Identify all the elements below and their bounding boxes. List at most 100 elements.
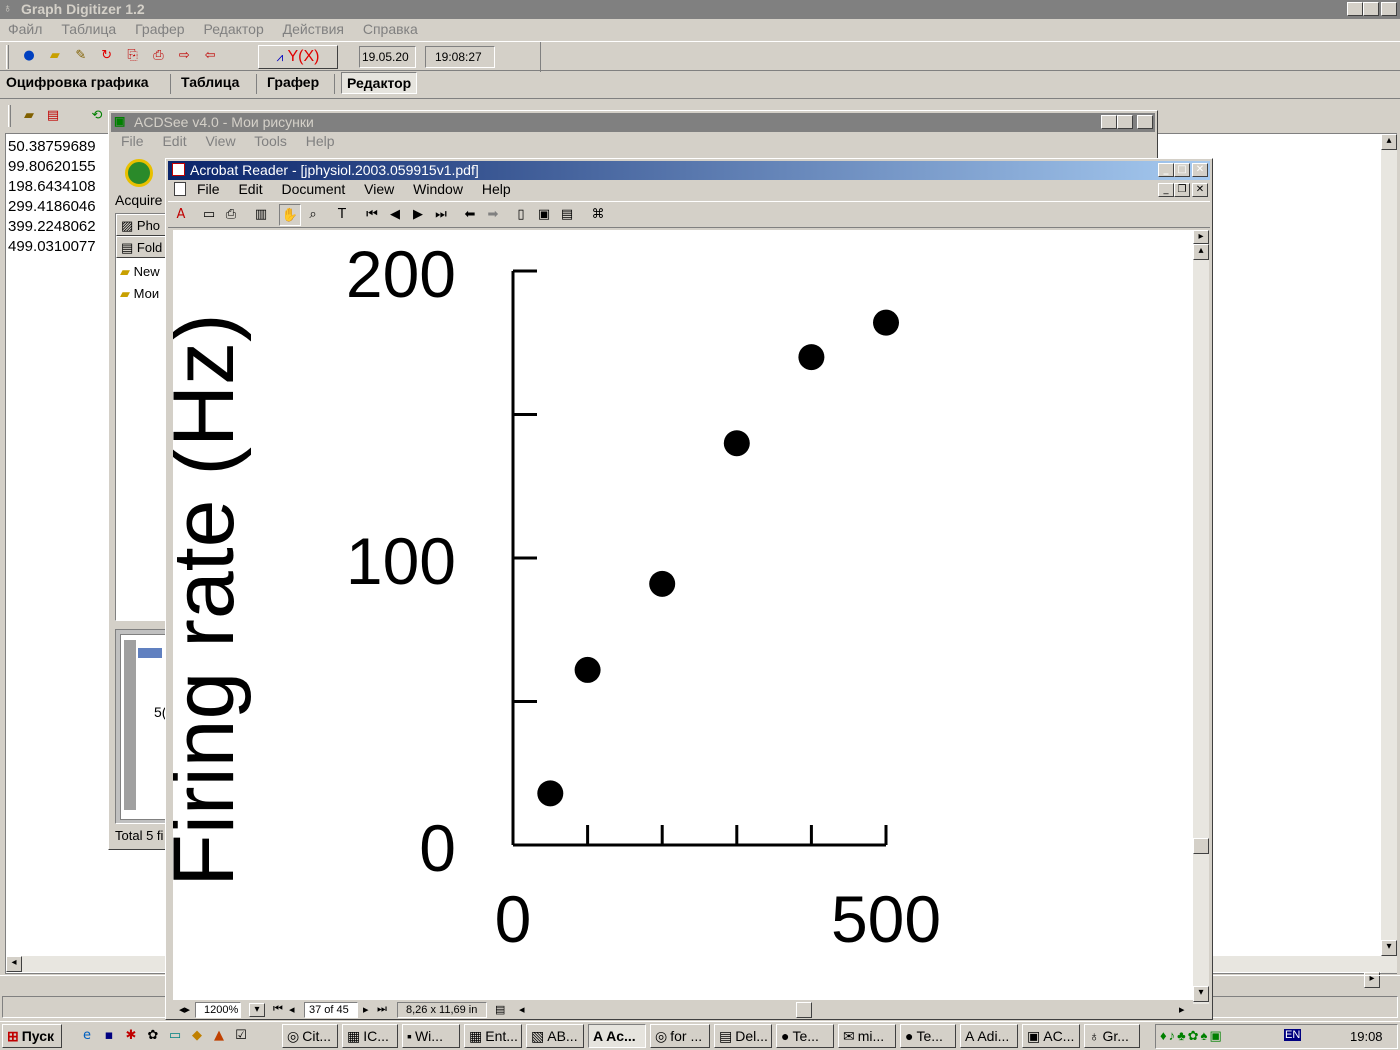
first-page-icon[interactable]: ⏮ xyxy=(366,207,378,222)
document-view[interactable]: 0 100 200 0 500 Firing rate (Hz) xyxy=(173,230,1193,1000)
scroll-up-button[interactable]: ▴ xyxy=(1193,244,1209,260)
tree-tab-photos[interactable]: ▨ Pho xyxy=(116,214,166,236)
taskbar-button[interactable]: ▣ AC... xyxy=(1022,1024,1080,1048)
acdsee-menu-tools[interactable]: Tools xyxy=(254,133,287,149)
fit-page-icon[interactable]: ▣ xyxy=(537,207,551,222)
menu-table[interactable]: Таблица xyxy=(61,21,117,37)
save-file-icon[interactable]: ▤ xyxy=(46,108,60,123)
go-back-icon[interactable]: ⬅ xyxy=(464,207,476,222)
globe-icon[interactable]: ● xyxy=(23,48,35,63)
acrobat-menu-help[interactable]: Help xyxy=(481,181,511,197)
save-icon[interactable]: ▪ xyxy=(104,1028,114,1043)
open-file-icon[interactable]: ▰ xyxy=(24,108,34,123)
tree-tab-folders[interactable]: ▤ Fold xyxy=(116,236,166,258)
acrobat-menu-file[interactable]: File xyxy=(197,181,220,197)
restore-button[interactable]: ❐ xyxy=(1363,2,1379,16)
find-icon[interactable]: ⌘ xyxy=(591,207,605,222)
taskbar-button[interactable]: ▦ IC... xyxy=(342,1024,398,1048)
acdsee-maximize-button[interactable]: □ xyxy=(1117,115,1133,129)
acrobat-menu-document[interactable]: Document xyxy=(281,181,346,197)
scroll-right-button[interactable]: ▸ xyxy=(1364,972,1380,988)
matlab-icon[interactable]: ▲ xyxy=(214,1028,224,1043)
taskbar-button[interactable]: ♁ Gr... xyxy=(1084,1024,1140,1048)
zoom-dropdown[interactable]: ▾ xyxy=(249,1003,265,1017)
tab-table[interactable]: Таблица xyxy=(181,74,240,90)
folder-item[interactable]: ▰ New xyxy=(120,264,160,279)
taskbar-button[interactable]: A Ac... xyxy=(588,1024,646,1048)
yx-button[interactable]: ⩘ Y(X) xyxy=(258,45,338,69)
menu-editor[interactable]: Редактор xyxy=(203,21,264,37)
start-button[interactable]: ⊞ Пуск xyxy=(2,1024,62,1048)
acdsee-menu-view[interactable]: View xyxy=(205,133,236,149)
thumbnails-icon[interactable]: ▥ xyxy=(254,207,268,222)
tool-icon[interactable]: ◆ xyxy=(192,1028,202,1043)
open-icon[interactable]: ▭ xyxy=(202,207,216,222)
last-page-icon[interactable]: ⏭ xyxy=(435,207,447,222)
taskbar-button[interactable]: ▦ Ent... xyxy=(464,1024,522,1048)
acquire-label[interactable]: Acquire xyxy=(115,192,163,208)
acrobat-window[interactable]: Acrobat Reader - [jphysiol.2003.059915v1… xyxy=(165,158,1213,1020)
print-icon[interactable]: ⎙ xyxy=(225,207,237,222)
doc-restore-button[interactable]: ❐ xyxy=(1174,183,1190,197)
scroll-down-button[interactable]: ▾ xyxy=(1193,986,1209,1002)
scroll-down-button[interactable]: ▾ xyxy=(1381,940,1397,956)
size-icon[interactable]: ▤ xyxy=(495,1004,506,1016)
taskbar-button[interactable]: ● Te... xyxy=(900,1024,956,1048)
hand-tool-icon[interactable]: ✋ xyxy=(279,204,301,226)
acrobat-maximize-button[interactable]: □ xyxy=(1174,163,1190,177)
menu-file[interactable]: Файл xyxy=(8,21,43,37)
scroll-left-button[interactable]: ◂ xyxy=(6,956,22,972)
page-layout-icon[interactable]: ◂▸ xyxy=(179,1004,191,1016)
taskbar-button[interactable]: ▧ AB... xyxy=(526,1024,584,1048)
paste-icon[interactable]: ⎙ xyxy=(153,48,164,63)
next-page-icon[interactable]: ▶ xyxy=(413,207,423,222)
acdsee-titlebar[interactable]: ▣ ACDSee v4.0 - Мои рисунки _ □ ✕ xyxy=(111,113,1155,132)
app-icon[interactable]: ✱ xyxy=(125,1028,137,1043)
folder-item[interactable]: ▰ Мои xyxy=(120,286,160,301)
text-select-icon[interactable]: T xyxy=(338,207,346,222)
acrobat-menu-window[interactable]: Window xyxy=(413,181,463,197)
sync-icon[interactable]: ⟲ xyxy=(91,108,103,123)
acdsee-minimize-button[interactable]: _ xyxy=(1101,115,1117,129)
pencil-icon[interactable]: ✎ xyxy=(75,48,87,63)
taskbar-button[interactable]: ◎ for ... xyxy=(650,1024,710,1048)
go-forward-icon[interactable]: ➡ xyxy=(487,207,499,222)
scroll-left-button[interactable]: ◂ xyxy=(519,1004,525,1016)
close-button[interactable]: ✕ xyxy=(1381,2,1397,16)
gd-titlebar[interactable]: ♁ Graph Digitizer 1.2 _ ❐ ✕ xyxy=(0,0,1400,19)
settings-icon[interactable]: ✿ xyxy=(147,1028,159,1043)
acdsee-menu-help[interactable]: Help xyxy=(305,133,335,149)
acrobat-menu-view[interactable]: View xyxy=(364,181,395,197)
taskbar-button[interactable]: ✉ mi... xyxy=(838,1024,896,1048)
scroll-up-button[interactable]: ▸ xyxy=(1193,230,1209,244)
acrobat-close-button[interactable]: ✕ xyxy=(1192,163,1208,177)
menu-actions[interactable]: Действия xyxy=(282,21,344,37)
monitor-icon[interactable]: ▭ xyxy=(168,1028,182,1043)
actual-size-icon[interactable]: ▯ xyxy=(517,207,525,222)
zoom-field[interactable]: 1200% xyxy=(195,1002,241,1018)
check-icon[interactable]: ☑ xyxy=(235,1028,247,1043)
taskbar-button[interactable]: ● Te... xyxy=(776,1024,834,1048)
acdsee-menu-edit[interactable]: Edit xyxy=(162,133,187,149)
scroll-right-button[interactable]: ▸ xyxy=(1179,1004,1185,1016)
menu-help[interactable]: Справка xyxy=(362,21,418,37)
acrobat-minimize-button[interactable]: _ xyxy=(1158,163,1174,177)
acdsee-close-button[interactable]: ✕ xyxy=(1137,115,1153,129)
page-field[interactable]: 37 of 45 xyxy=(304,1002,358,1018)
acrobat-titlebar[interactable]: Acrobat Reader - [jphysiol.2003.059915v1… xyxy=(168,161,1210,180)
acrobat-menu-edit[interactable]: Edit xyxy=(238,181,263,197)
taskbar-button[interactable]: A Adi... xyxy=(960,1024,1018,1048)
camera-icon[interactable] xyxy=(125,159,153,187)
last-page-button[interactable]: ⏭ xyxy=(377,1003,387,1015)
copy-icon[interactable]: ⎘ xyxy=(127,48,138,63)
language-indicator[interactable]: EN xyxy=(1284,1029,1302,1041)
zoom-icon[interactable]: ⌕ xyxy=(309,207,317,222)
acdsee-menu-file[interactable]: File xyxy=(121,133,144,149)
acrobat-vertical-scrollbar[interactable]: ▸ ▴ ▾ xyxy=(1193,230,1209,1004)
doc-minimize-button[interactable]: _ xyxy=(1158,183,1174,197)
scroll-thumb[interactable] xyxy=(1193,838,1209,854)
tab-grapher[interactable]: Графер xyxy=(267,74,320,90)
first-page-button[interactable]: ⏮ xyxy=(273,1003,283,1015)
hscroll-thumb[interactable] xyxy=(796,1002,812,1018)
scroll-up-button[interactable]: ▴ xyxy=(1381,134,1397,150)
